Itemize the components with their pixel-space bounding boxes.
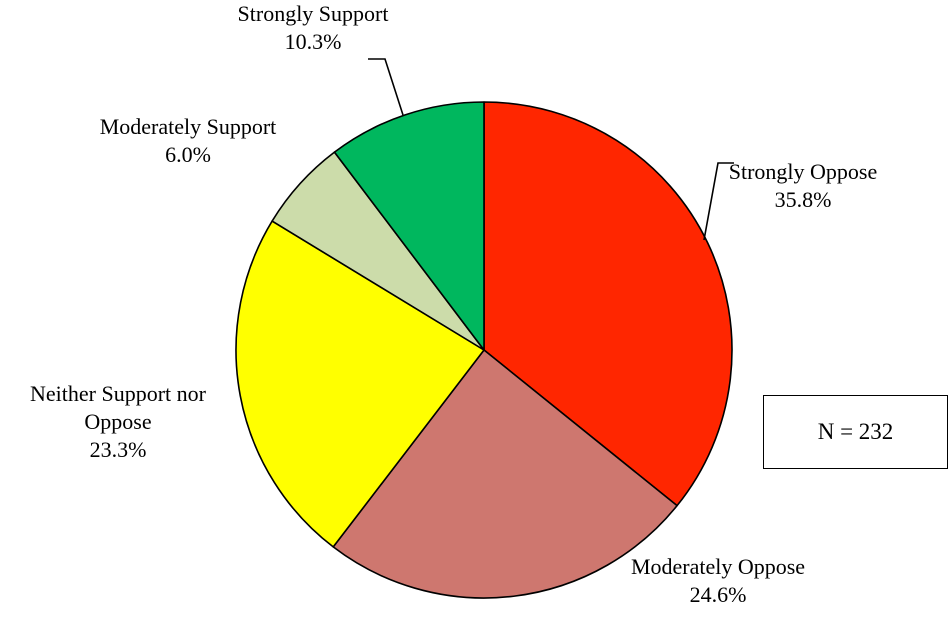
sample-size-label: N = 232	[817, 419, 894, 444]
slice-value-label: 10.3%	[285, 29, 342, 54]
slice-value-label: 6.0%	[165, 142, 211, 167]
slice-name-label: Oppose	[84, 409, 151, 434]
slice-label-1: Strongly Oppose 35.8%	[729, 159, 878, 212]
slice-name-label: Moderately Support	[100, 114, 277, 139]
slice-value-label: 24.6%	[690, 582, 747, 607]
pie-slices	[235, 101, 733, 599]
leader-lines	[368, 58, 734, 241]
pie-slice-3	[235, 220, 485, 548]
slice-name-label: Moderately Oppose	[631, 554, 805, 579]
leader-line-1	[703, 162, 734, 241]
leader-line-5	[368, 58, 404, 116]
slice-value-label: 35.8%	[775, 187, 832, 212]
slice-label-5: Strongly Support 10.3%	[238, 1, 389, 54]
slice-value-label: 23.3%	[90, 437, 147, 462]
slice-labels: Strongly Oppose 35.8% Moderately Oppose 24.…	[30, 1, 877, 607]
slice-label-2: Moderately Oppose 24.6%	[631, 554, 805, 607]
slice-name-label: Neither Support nor	[30, 381, 207, 406]
sample-size-box: N = 232	[763, 395, 948, 469]
slice-name-label: Strongly Oppose	[729, 159, 878, 184]
pie-slice-5	[333, 101, 485, 351]
pie-slice-2	[332, 349, 678, 599]
slice-label-4: Moderately Support 6.0%	[100, 114, 277, 167]
slice-name-label: Strongly Support	[238, 1, 389, 26]
pie-slice-1	[483, 101, 733, 507]
slice-label-3: Neither Support nor Oppose 23.3%	[30, 381, 207, 462]
